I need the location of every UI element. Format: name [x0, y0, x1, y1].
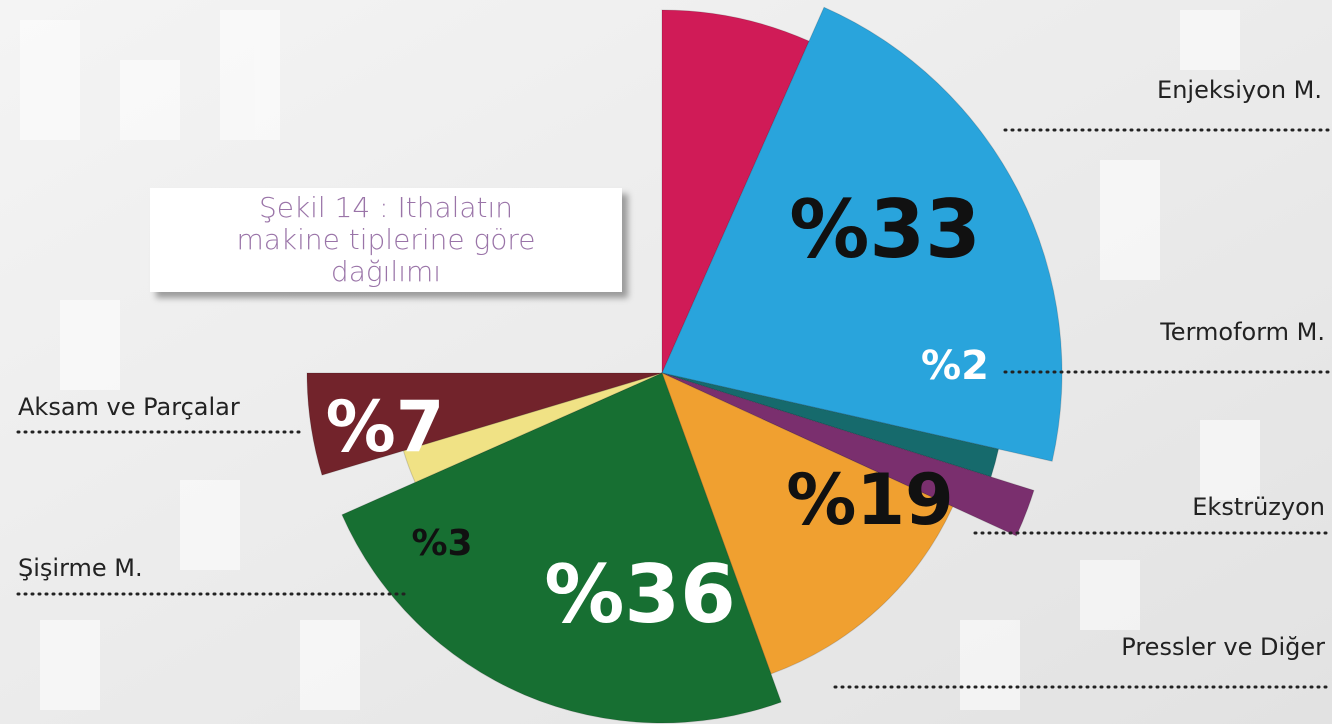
pie [306, 6, 1063, 724]
category-label: Şişirme M. [18, 554, 143, 582]
labels: %33 Enjeksiyon M. %2 Termoform M. %19 Ekstrüz… [16, 76, 1332, 689]
value-label: %3 [411, 523, 472, 564]
slice [402, 372, 663, 484]
background-pattern [20, 10, 1260, 710]
value-label: %36 [544, 548, 735, 641]
chart-title: Şekil 14 : Ithalatın makine tiplerine gö… [150, 188, 622, 292]
category-label: Enjeksiyon M. [1157, 76, 1322, 104]
slice [661, 9, 810, 374]
value-label: %7 [326, 386, 445, 468]
category-label: Aksam ve Parçalar [18, 393, 240, 421]
category-label: Ekstrüzyon [1192, 493, 1325, 521]
slice [661, 6, 1063, 462]
slice [341, 372, 782, 724]
slice [661, 372, 1000, 478]
category-label: Pressler ve Diğer [1121, 633, 1325, 661]
value-label: %2 [921, 343, 989, 389]
value-label: %33 [789, 183, 980, 276]
category-label: Termoform M. [1159, 318, 1325, 346]
value-label: %19 [786, 459, 954, 541]
slice [306, 372, 663, 476]
slice [661, 372, 954, 675]
slice [661, 372, 1035, 537]
